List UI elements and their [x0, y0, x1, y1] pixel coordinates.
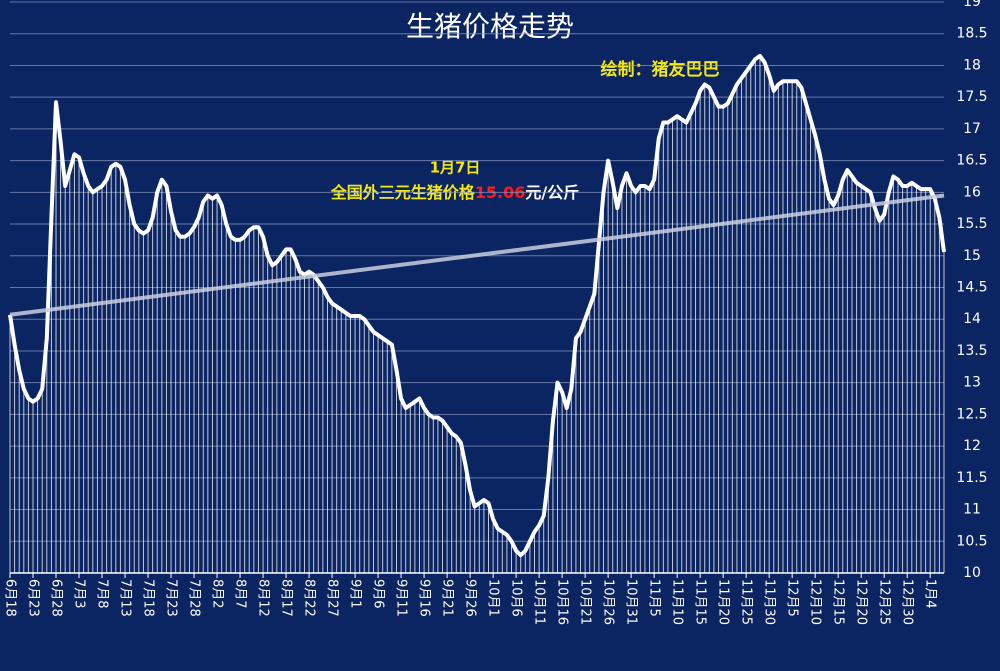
x-tick-label: 7月18 [141, 579, 156, 617]
y-tick-label: 14.5 [956, 280, 987, 296]
x-tick-label: 9月26 [463, 579, 478, 617]
x-tick-label: 12月20 [854, 579, 869, 625]
x-tick-label: 8月2 [210, 579, 225, 609]
x-tick-label: 10月1 [486, 579, 501, 617]
y-tick-label: 16 [963, 184, 981, 200]
y-tick-label: 16.5 [956, 153, 987, 169]
y-tick-label: 15 [963, 248, 981, 264]
x-tick-label: 11月20 [716, 579, 731, 625]
y-tick-label: 10 [963, 565, 981, 581]
x-tick-label: 6月18 [3, 579, 18, 617]
chart-title: 生猪价格走势 [406, 10, 574, 43]
x-tick-label: 12月5 [785, 579, 800, 617]
y-tick-label: 18.5 [956, 26, 987, 42]
x-tick-label: 7月8 [95, 579, 110, 609]
x-tick-label: 7月13 [118, 579, 133, 617]
y-tick-label: 17.5 [956, 89, 987, 105]
x-tick-label: 9月1 [348, 579, 363, 609]
x-tick-label: 8月17 [279, 579, 294, 617]
price-line [8, 53, 946, 558]
x-tick-label: 11月15 [693, 579, 708, 625]
x-tick-label: 8月27 [325, 579, 340, 617]
x-tick-label: 10月6 [509, 579, 524, 617]
x-tick-label: 10月11 [532, 579, 547, 625]
x-tick-label: 10月21 [578, 579, 593, 625]
x-tick-label: 11月30 [762, 579, 777, 625]
y-tick-label: 13 [963, 375, 981, 391]
x-tick-label: 12月30 [900, 579, 915, 625]
credit: 绘制：猪友巴巴 [601, 59, 720, 80]
x-tick-label: 12月15 [831, 579, 846, 625]
x-tick-label: 9月6 [371, 579, 386, 609]
x-tick-label: 1月4 [923, 579, 938, 609]
y-tick-label: 11.5 [956, 470, 987, 486]
x-tick-label: 10月16 [555, 579, 570, 625]
x-tick-label: 7月3 [72, 579, 87, 609]
x-tick-label: 9月11 [394, 579, 409, 617]
x-tick-label: 6月28 [49, 579, 64, 617]
x-tick-label: 9月16 [417, 579, 432, 617]
y-tick-label: 14 [963, 311, 981, 327]
x-tick-label: 6月23 [26, 579, 41, 617]
y-tick-label: 11 [963, 502, 981, 518]
x-tick-label: 12月10 [808, 579, 823, 625]
x-tick-label: 11月25 [739, 579, 754, 625]
y-tick-label: 17 [963, 121, 981, 137]
y-tick-label: 12 [963, 438, 981, 454]
y-tick-label: 18 [963, 57, 981, 73]
x-tick-label: 9月21 [440, 579, 455, 617]
y-tick-label: 19 [963, 0, 981, 10]
x-tick-label: 7月23 [164, 579, 179, 617]
annotation-date: 1月7日 [430, 159, 481, 177]
x-tick-label: 7月28 [187, 579, 202, 617]
x-tick-label: 10月31 [624, 579, 639, 625]
x-tick-label: 8月7 [233, 579, 248, 609]
x-tick-label: 8月22 [302, 579, 317, 617]
y-tick-label: 10.5 [956, 533, 987, 549]
x-tick-label: 11月5 [647, 579, 662, 617]
x-tick-label: 11月10 [670, 579, 685, 625]
y-tick-label: 13.5 [956, 343, 987, 359]
x-tick-label: 10月26 [601, 579, 616, 625]
x-tick-label: 8月12 [256, 579, 271, 617]
trend-line [9, 193, 945, 317]
y-tick-label: 12.5 [956, 406, 987, 422]
x-tick-label: 12月25 [877, 579, 892, 625]
y-tick-label: 15.5 [956, 216, 987, 232]
